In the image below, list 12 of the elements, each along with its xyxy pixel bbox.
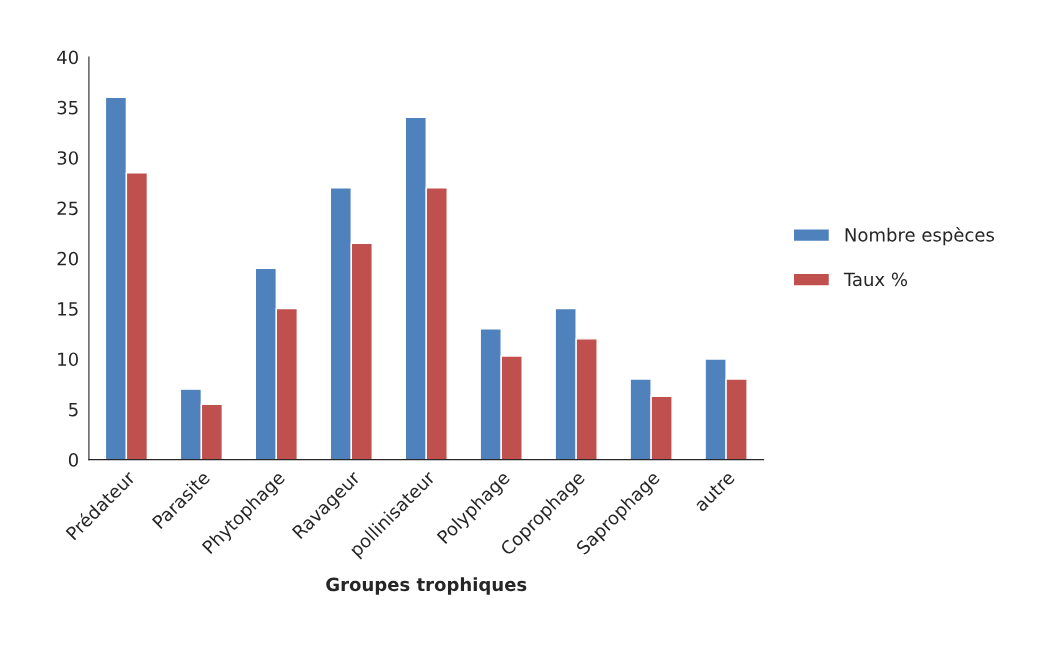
y-tick-label: 10 xyxy=(58,352,78,367)
y-tick-label: 35 xyxy=(57,100,78,115)
y-tick-label: 0 xyxy=(68,453,78,467)
y-tick-label: 5 xyxy=(69,403,78,417)
y-tick-label: 40 xyxy=(57,50,78,65)
x-axis-title: Groupes trophiques xyxy=(326,577,527,595)
y-tick-label: 20 xyxy=(57,251,78,266)
legend-label: Taux % xyxy=(843,272,908,287)
legend-label: Nombre espèces xyxy=(845,226,994,246)
y-tick-label: 15 xyxy=(58,302,78,316)
y-tick-label: 30 xyxy=(57,151,78,165)
y-tick-label: 25 xyxy=(57,201,78,216)
